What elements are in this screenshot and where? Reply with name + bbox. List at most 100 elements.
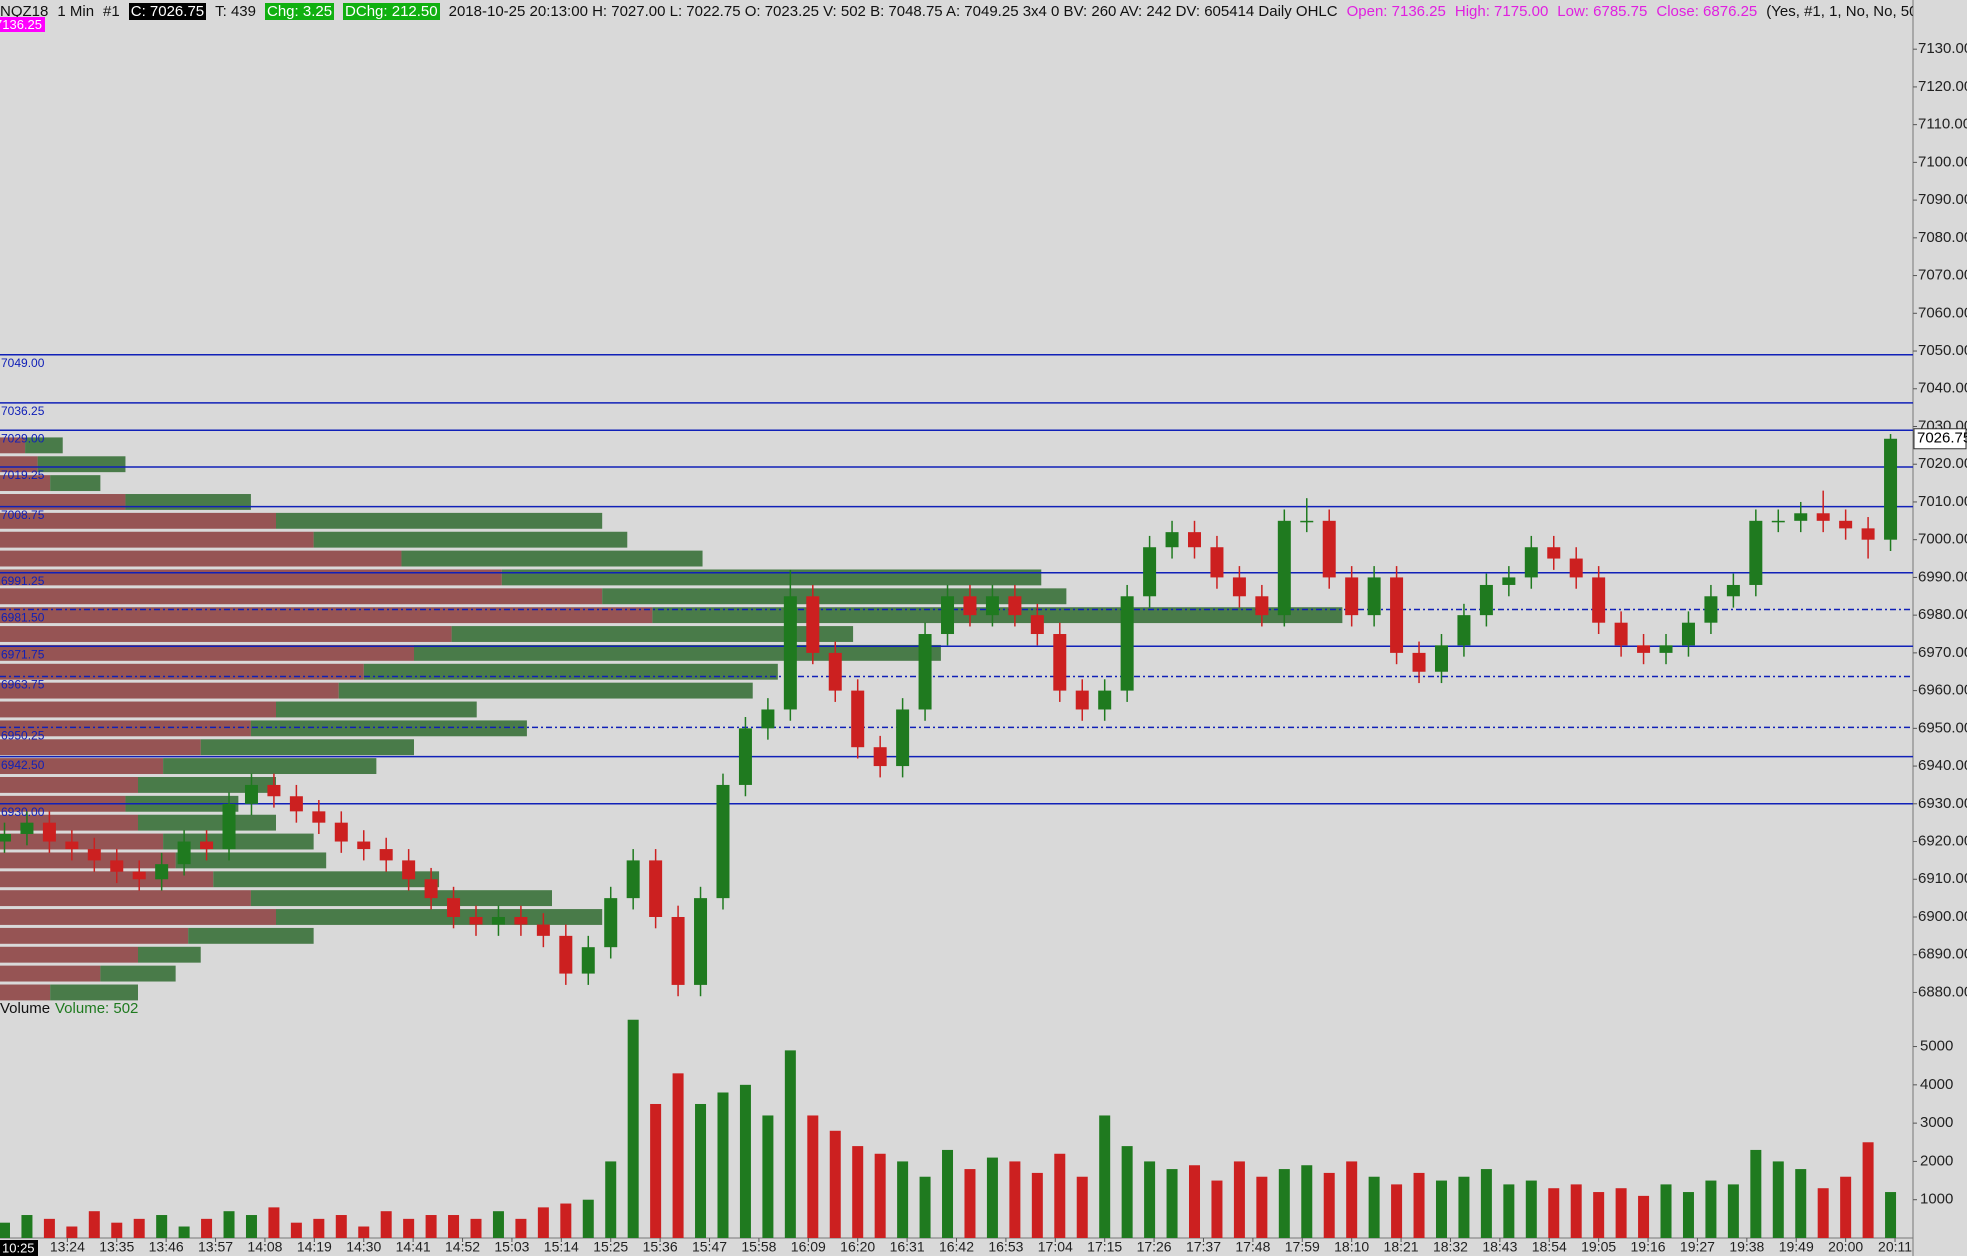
profile-sell — [0, 531, 314, 548]
daily-low: Low: 6785.75 — [1557, 3, 1648, 20]
candle-body — [312, 811, 326, 823]
volume-bar — [627, 1019, 639, 1238]
level-label: 6991.25 — [1, 574, 45, 588]
volume-bar — [1031, 1172, 1043, 1238]
cursor-label: 10:25 — [2, 1240, 35, 1255]
volume-bar — [492, 1211, 504, 1238]
candle-body — [671, 916, 685, 985]
candle-body — [424, 879, 438, 899]
x-tick-label: 19:05 — [1581, 1239, 1616, 1255]
last-price-label: 7026.75 — [1917, 430, 1967, 447]
x-tick-label: 14:41 — [396, 1239, 431, 1255]
volume-bar — [1256, 1176, 1268, 1238]
y-tick-label: 6900.00 — [1918, 908, 1967, 925]
volume-bar — [672, 1073, 684, 1238]
candle-body — [1008, 596, 1022, 616]
volume-bar — [1076, 1176, 1088, 1238]
x-tick-label: 14:08 — [247, 1239, 282, 1255]
volume-bar — [1323, 1172, 1335, 1238]
cursor-label-box — [0, 1240, 38, 1256]
candle-body — [626, 860, 640, 899]
x-tick-label: 15:58 — [741, 1239, 776, 1255]
interval: 1 Min — [57, 3, 95, 20]
profile-buy — [200, 739, 414, 756]
profile-sell — [0, 739, 201, 756]
profile-buy — [313, 531, 628, 548]
x-tick-label: 18:32 — [1433, 1239, 1468, 1255]
y-tick-label: 6930.00 — [1918, 795, 1967, 812]
candle-body — [1412, 652, 1426, 672]
candle-body — [447, 898, 461, 917]
change: Chg: 3.25 — [265, 3, 335, 20]
candle-body — [491, 916, 505, 925]
level-label: 6971.75 — [1, 647, 45, 661]
y-tick-label: 3000 — [1920, 1114, 1953, 1131]
x-tick-label: 13:24 — [50, 1239, 85, 1255]
candle-body — [1749, 520, 1763, 585]
profile-buy — [401, 550, 703, 567]
volume-bar — [1435, 1180, 1447, 1238]
volume-bar — [1705, 1180, 1717, 1238]
volume-bar — [1458, 1176, 1470, 1238]
candle-body — [42, 822, 56, 842]
volume-bar — [313, 1218, 325, 1238]
profile-sell — [0, 475, 51, 492]
y-tick-label: 6970.00 — [1918, 644, 1967, 661]
volume-bar — [807, 1115, 819, 1238]
candle-body — [1188, 532, 1202, 548]
volume-bar — [515, 1218, 527, 1238]
profile-buy — [25, 437, 63, 454]
y-tick-label: 6990.00 — [1918, 568, 1967, 585]
profile-sell — [0, 512, 276, 529]
volume-bar — [986, 1157, 998, 1238]
volume-bar — [66, 1226, 78, 1238]
candle-body — [1367, 577, 1381, 616]
candle-body — [334, 822, 348, 842]
volume-bar — [88, 1211, 100, 1238]
y-tick-label: 2000 — [1920, 1152, 1953, 1169]
candle-body — [1524, 547, 1538, 578]
level-label: 6981.50 — [1, 611, 45, 625]
profile-sell — [0, 626, 452, 642]
x-tick-label: 16:53 — [988, 1239, 1023, 1255]
x-tick-label: 15:03 — [494, 1239, 529, 1255]
x-tick-label: 17:26 — [1137, 1239, 1172, 1255]
profile-buy — [363, 663, 778, 680]
y-tick-label: 7010.00 — [1918, 493, 1967, 510]
volume-bar — [1166, 1169, 1178, 1238]
x-tick-label: 13:35 — [99, 1239, 134, 1255]
volume-bar — [897, 1161, 909, 1238]
candle-body — [177, 841, 191, 865]
volume-bar — [1503, 1184, 1515, 1238]
x-tick-label: 13:57 — [198, 1239, 233, 1255]
x-tick-label: 18:10 — [1334, 1239, 1369, 1255]
last-price-box — [1913, 428, 1967, 450]
candle-body — [738, 728, 752, 785]
profile-sell — [0, 663, 364, 680]
candle-body — [469, 916, 483, 925]
profile-sell — [0, 814, 138, 831]
volume-bar — [1054, 1153, 1066, 1238]
volume-bar — [1121, 1146, 1133, 1238]
volume-bar — [1772, 1161, 1784, 1238]
profile-sell — [0, 437, 26, 454]
volume-bar — [1570, 1184, 1582, 1238]
x-tick-label: 16:20 — [840, 1239, 875, 1255]
volume-bar — [470, 1218, 482, 1238]
volume-bar — [919, 1176, 931, 1238]
profile-sell — [0, 701, 276, 718]
candle-body — [896, 709, 910, 767]
candle-body — [1053, 634, 1067, 691]
level-label: 7019.25 — [1, 468, 45, 482]
x-tick-label: 15:25 — [593, 1239, 628, 1255]
candle-body — [132, 871, 146, 880]
candle-body — [357, 841, 371, 850]
volume-bar — [290, 1222, 302, 1238]
profile-sell — [0, 644, 414, 661]
volume-bar — [1795, 1169, 1807, 1238]
x-tick-label: 18:21 — [1384, 1239, 1419, 1255]
volume-bar — [582, 1199, 594, 1238]
profile-sell — [0, 720, 251, 737]
profile-buy — [338, 682, 753, 699]
